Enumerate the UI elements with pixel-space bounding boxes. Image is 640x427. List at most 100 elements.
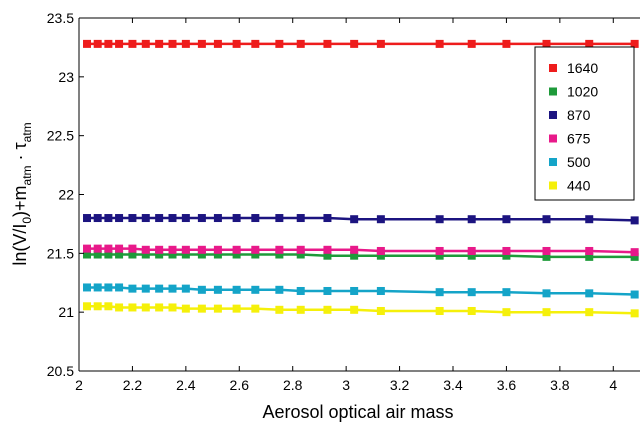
data-point-870 [467, 215, 476, 224]
data-point-1640 [251, 39, 260, 48]
data-point-1640 [115, 39, 124, 48]
data-point-870 [168, 214, 177, 223]
data-point-1640 [275, 39, 284, 48]
data-point-870 [181, 214, 190, 223]
data-point-870 [585, 215, 594, 224]
data-point-500 [275, 285, 284, 294]
x-tick-label: 3.6 [497, 377, 517, 393]
data-point-1020 [376, 251, 385, 260]
data-point-870 [115, 214, 124, 223]
legend-label-440: 440 [567, 178, 591, 194]
data-point-1640 [197, 39, 206, 48]
y-tick-label: 21.5 [47, 245, 74, 261]
legend-label-1020: 1020 [567, 84, 598, 100]
data-point-440 [115, 303, 124, 312]
data-point-440 [128, 303, 137, 312]
data-point-500 [128, 284, 137, 293]
data-point-870 [83, 214, 92, 223]
data-point-440 [251, 304, 260, 313]
data-point-675 [542, 246, 551, 255]
data-point-1640 [93, 39, 102, 48]
data-point-440 [467, 306, 476, 315]
data-point-675 [115, 244, 124, 253]
data-point-1020 [585, 252, 594, 261]
data-point-500 [213, 285, 222, 294]
data-point-1640 [155, 39, 164, 48]
data-point-1020 [197, 250, 206, 259]
data-point-500 [155, 284, 164, 293]
legend-marker-1640 [549, 64, 557, 72]
x-tick-label: 2.4 [176, 377, 196, 393]
data-point-1020 [435, 251, 444, 260]
data-point-500 [376, 286, 385, 295]
x-tick-label: 2 [75, 377, 83, 393]
data-point-870 [251, 214, 260, 223]
data-point-1640 [83, 39, 92, 48]
legend-box [534, 46, 635, 201]
data-point-440 [542, 308, 551, 317]
data-point-500 [585, 289, 594, 298]
legend-label-675: 675 [567, 131, 591, 147]
data-point-1020 [323, 251, 332, 260]
data-point-500 [115, 283, 124, 292]
data-point-440 [141, 303, 150, 312]
data-point-1640 [542, 39, 551, 48]
x-tick-label: 2.2 [123, 377, 143, 393]
y-tick-labels: 20.5 21 21.5 22 22.5 23 23.5 [47, 10, 74, 379]
data-point-1020 [128, 250, 137, 259]
data-point-440 [93, 302, 102, 311]
data-point-500 [630, 290, 639, 299]
data-point-675 [168, 245, 177, 254]
data-point-870 [296, 214, 305, 223]
x-axis-title: Aerosol optical air mass [262, 402, 453, 422]
x-tick-label: 3.4 [443, 377, 463, 393]
data-point-1640 [232, 39, 241, 48]
data-point-675 [350, 245, 359, 254]
data-point-500 [83, 283, 92, 292]
data-point-675 [630, 248, 639, 257]
data-point-440 [232, 304, 241, 313]
data-point-440 [323, 305, 332, 314]
data-point-1020 [213, 250, 222, 259]
data-point-870 [155, 214, 164, 223]
legend-label-500: 500 [567, 154, 591, 170]
data-point-440 [585, 308, 594, 317]
data-point-500 [502, 288, 511, 297]
data-point-870 [104, 214, 113, 223]
data-point-1020 [542, 252, 551, 261]
data-point-500 [104, 283, 113, 292]
data-point-675 [376, 246, 385, 255]
data-point-675 [213, 245, 222, 254]
x-tick-label: 2.6 [230, 377, 250, 393]
data-point-1640 [104, 39, 113, 48]
data-point-1640 [435, 39, 444, 48]
x-tick-labels: 2 2.2 2.4 2.6 2.8 3 3.2 3.4 3.6 3.8 4 [75, 377, 617, 393]
data-point-440 [83, 302, 92, 311]
data-point-500 [542, 289, 551, 298]
data-point-440 [181, 304, 190, 313]
data-point-1020 [251, 250, 260, 259]
legend-label-870: 870 [567, 107, 591, 123]
data-point-1640 [323, 39, 332, 48]
y-tick-label: 21 [58, 304, 74, 320]
data-point-1640 [296, 39, 305, 48]
data-point-440 [213, 304, 222, 313]
data-point-675 [323, 245, 332, 254]
data-point-1640 [181, 39, 190, 48]
data-point-870 [197, 214, 206, 223]
series-1640 [83, 39, 639, 48]
data-point-1640 [213, 39, 222, 48]
data-point-675 [232, 245, 241, 254]
data-point-675 [251, 245, 260, 254]
data-point-500 [350, 286, 359, 295]
data-point-500 [296, 286, 305, 295]
data-point-500 [168, 284, 177, 293]
y-tick-label: 23 [58, 69, 74, 85]
legend-marker-675 [549, 134, 557, 143]
data-point-675 [435, 246, 444, 255]
data-point-1640 [141, 39, 150, 48]
legend-marker-870 [549, 111, 557, 119]
data-point-1020 [275, 250, 284, 259]
data-point-1640 [376, 39, 385, 48]
